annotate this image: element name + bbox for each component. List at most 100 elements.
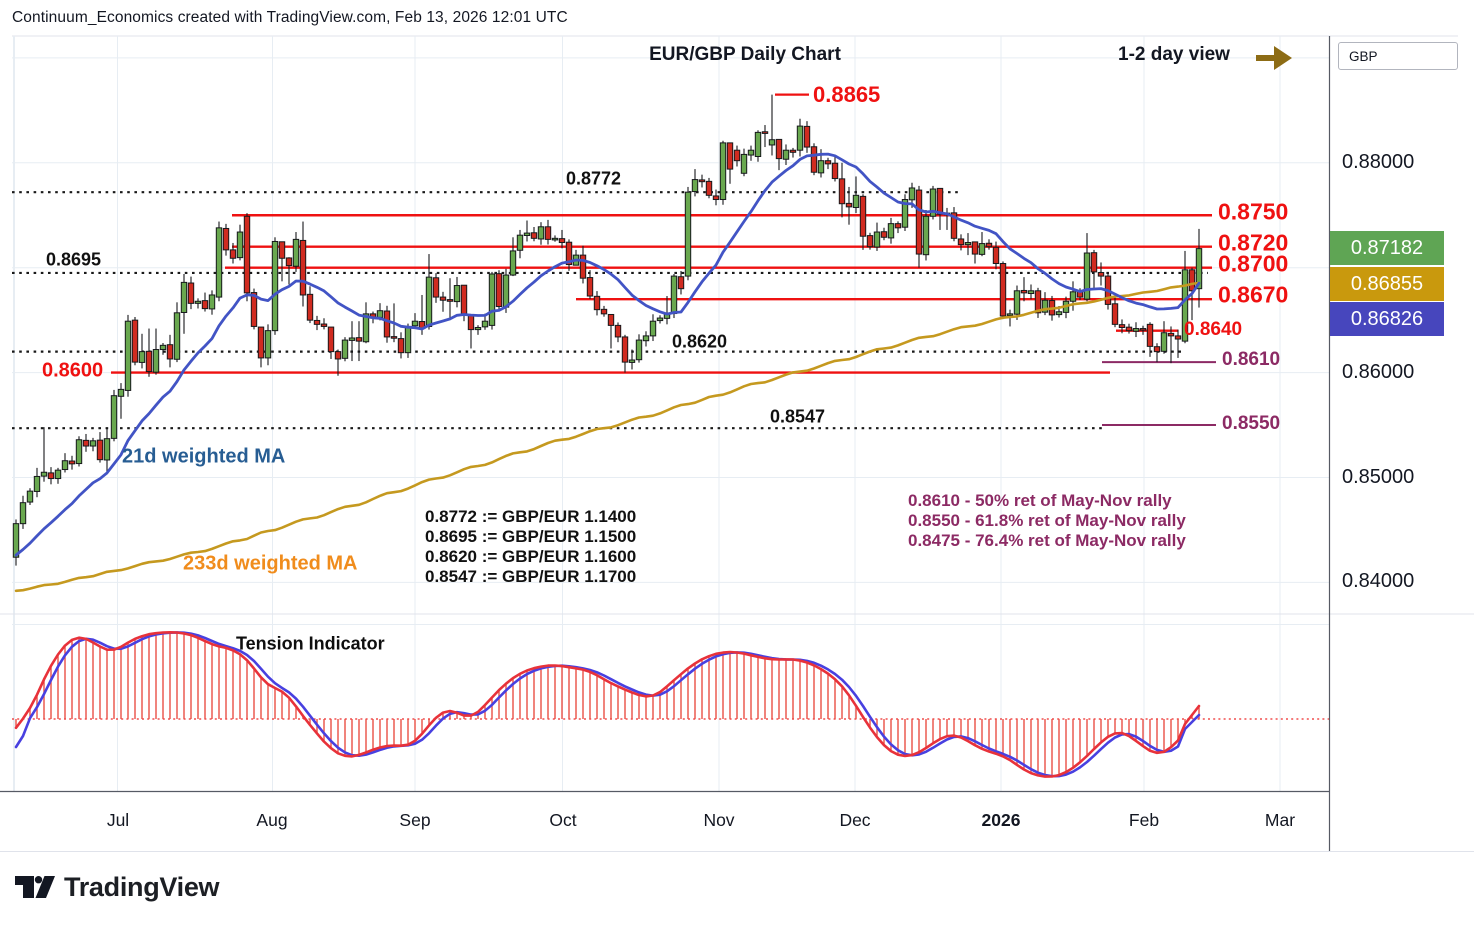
candle-body-down <box>1167 332 1175 337</box>
candle-body-down <box>761 131 769 134</box>
candle-body-up <box>453 285 461 303</box>
candle-body-down <box>1020 289 1028 294</box>
price-badge-0.86826: 0.86826 <box>1330 302 1444 337</box>
tension-indicator-label: Tension Indicator <box>236 633 385 654</box>
candle-body-up <box>411 320 419 327</box>
candle-body-down <box>278 241 286 259</box>
candle-body-down <box>775 138 783 160</box>
candle-body-up <box>61 460 69 471</box>
candle-body-down <box>859 195 867 237</box>
candle-body-up <box>264 330 272 359</box>
candle-body-down <box>894 223 902 229</box>
candle-body-up <box>12 523 20 558</box>
candle-body-down <box>166 344 174 360</box>
level-label-0.8720: 0.8720 <box>1218 229 1289 256</box>
candle-body-up <box>656 317 664 322</box>
level-label-0.8640: 0.8640 <box>1184 319 1243 340</box>
candle-body-up <box>628 359 636 363</box>
tradingview-logo[interactable]: TradingView <box>15 872 220 903</box>
price-tick-0.86000: 0.86000 <box>1342 360 1415 383</box>
eq-table-line: 0.8695 := GBP/EUR 1.1500 <box>425 527 637 546</box>
candle-body-down <box>971 241 979 255</box>
level-label-0.8772: 0.8772 <box>566 168 622 189</box>
candle-body-down <box>544 226 552 240</box>
time-label-Aug: Aug <box>256 810 288 830</box>
candle-body-down <box>1125 326 1133 332</box>
candle-body-up <box>523 232 531 236</box>
price-scale-currency-box[interactable]: GBP <box>1338 42 1458 70</box>
candle-body-up <box>26 490 34 503</box>
candle-body-up <box>964 242 972 246</box>
candle-body-up <box>1006 313 1014 316</box>
ma233-label: 233d weighted MA <box>183 552 358 575</box>
candle-body-up <box>103 438 111 461</box>
candle-body-up <box>159 344 167 351</box>
candle-body-up <box>852 194 860 208</box>
candle-body-up <box>817 160 825 174</box>
candle-body-down <box>1139 328 1147 331</box>
candle-body-down <box>866 235 874 248</box>
candle-body-up <box>208 294 216 310</box>
candle-body-down <box>950 212 958 239</box>
candle-body-up <box>33 475 41 492</box>
candle-body-down <box>957 238 965 246</box>
time-label-2026: 2026 <box>981 810 1021 830</box>
candle-body-up <box>768 139 776 146</box>
candle-body-down <box>712 195 720 201</box>
candle-body-up <box>75 439 83 465</box>
arrow-right-icon <box>1256 46 1292 70</box>
candle-body-down <box>320 323 328 327</box>
candle-body-up <box>271 240 279 332</box>
candle-body-down <box>803 125 811 148</box>
level-label-0.8620: 0.8620 <box>672 331 728 352</box>
candle-body-down <box>586 277 594 297</box>
candle-body-down <box>1090 252 1098 273</box>
candle-body-down <box>824 160 832 165</box>
eq-table-line: 0.8547 := GBP/EUR 1.1700 <box>425 567 637 586</box>
candle-body-down <box>558 238 566 244</box>
candle-body-down <box>565 241 573 266</box>
candle-body-down <box>222 227 230 251</box>
candle-body-down <box>439 296 447 301</box>
chart-title: EUR/GBP Daily Chart <box>649 44 841 65</box>
candle-body-up <box>180 281 188 313</box>
candle-body-up <box>19 502 27 525</box>
eq-table-line: 0.8772 := GBP/EUR 1.1400 <box>425 507 637 526</box>
candle-body-down <box>467 313 475 331</box>
candle-body-up <box>873 231 881 248</box>
candle-body-down <box>1153 346 1161 353</box>
price-tick-0.88000: 0.88000 <box>1342 150 1415 173</box>
candle-body-up <box>1027 290 1035 295</box>
level-label-0.8750: 0.8750 <box>1218 198 1289 225</box>
candle-body-up <box>684 191 692 277</box>
price-badge-0.86855: 0.86855 <box>1330 266 1444 301</box>
candle-body-down <box>96 439 104 461</box>
candle-body-up <box>747 149 755 156</box>
candle-body-down <box>313 319 321 325</box>
candle-body-up <box>40 471 48 477</box>
candle-body-up <box>236 231 244 259</box>
candle-body-down <box>47 472 55 480</box>
candle-body-up <box>404 325 412 354</box>
candle-body-down <box>789 149 797 153</box>
candle-body-down <box>495 273 503 308</box>
candle-body-up <box>488 273 496 326</box>
credit-line: Continuum_Economics created with Trading… <box>12 9 568 26</box>
candle-body-down <box>432 277 440 298</box>
candle-body-down <box>600 308 608 315</box>
candle-body-up <box>978 243 986 255</box>
candle-body-up <box>782 149 790 160</box>
candle-body-up <box>509 250 517 276</box>
level-label-0.8600: 0.8600 <box>42 359 104 382</box>
candle-body-down <box>677 276 685 290</box>
candle-body-down <box>593 295 601 311</box>
ma21-label: 21d weighted MA <box>122 445 286 468</box>
candle-body-down <box>726 142 734 170</box>
candle-body-up <box>691 179 699 193</box>
candle-body-down <box>936 187 944 215</box>
candle-body-down <box>831 162 839 180</box>
candle-body-up <box>929 188 937 217</box>
level-label-0.8700: 0.8700 <box>1218 250 1289 277</box>
price-badge-0.87182: 0.87182 <box>1330 231 1444 266</box>
